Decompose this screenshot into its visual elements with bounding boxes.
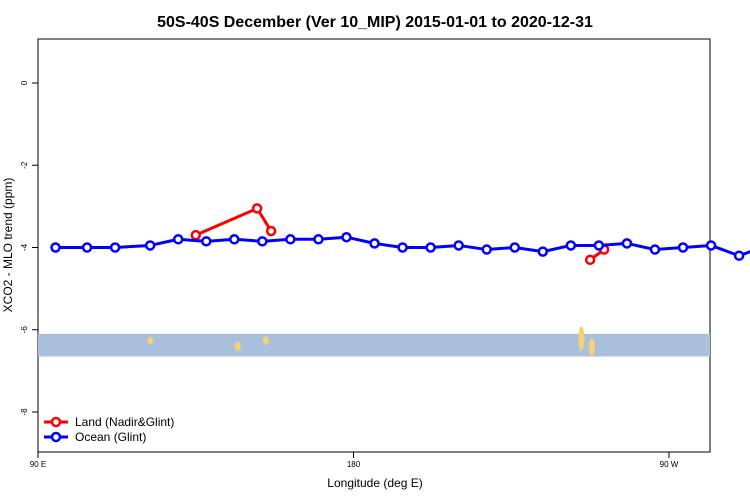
y-tick-label: 0 <box>20 80 29 85</box>
land-patch <box>588 338 595 357</box>
ocean-series-point <box>81 242 93 253</box>
land-patch <box>578 326 585 351</box>
ocean-series-point <box>144 240 156 251</box>
series-layer <box>50 203 750 266</box>
land-series-point <box>190 229 201 241</box>
land-patch <box>147 336 154 345</box>
ocean-series-point <box>621 238 633 249</box>
land-patch <box>234 341 241 352</box>
ocean-series-point <box>705 240 717 251</box>
x-axis-label: Longitude (deg E) <box>327 476 422 490</box>
ocean-series-point <box>425 242 436 253</box>
y-tick-label: -2 <box>20 161 29 169</box>
ocean-series-point <box>172 234 184 245</box>
ocean-series-point <box>509 242 521 253</box>
land-series-point <box>584 254 596 266</box>
y-tick-label: -6 <box>20 326 29 334</box>
land-series-point <box>251 203 263 214</box>
y-axis: 0 -2 -4 -6 -8 <box>20 80 38 416</box>
ocean-series-point <box>565 240 577 251</box>
land-series-point <box>265 225 277 237</box>
x-tick-label: 90 E <box>30 460 46 469</box>
y-tick-label: -8 <box>20 408 29 416</box>
ocean-series-point <box>397 242 408 253</box>
ocean-series-point <box>537 246 549 257</box>
ocean-series-point <box>481 244 492 255</box>
legend-ocean-marker <box>50 431 62 443</box>
ocean-series <box>50 231 750 261</box>
ocean-series-point <box>677 242 689 253</box>
x-axis: 90 E 180 90 W <box>30 452 679 469</box>
y-axis-label: XCO2 - MLO trend (ppm) <box>1 178 15 313</box>
ocean-series-point <box>593 240 605 251</box>
ocean-series-point <box>229 234 240 245</box>
x-tick-label: 180 <box>347 460 361 469</box>
ocean-band <box>38 333 710 357</box>
ocean-series-point <box>341 231 352 243</box>
ocean-series-point <box>453 240 464 251</box>
legend: Land (Nadir&Glint) Ocean (Glint) <box>44 415 174 444</box>
ocean-series-point <box>369 238 380 249</box>
land-series <box>190 203 277 241</box>
legend-land-label: Land (Nadir&Glint) <box>75 415 174 429</box>
legend-land-marker <box>50 416 62 428</box>
land-ocean-band <box>38 326 710 357</box>
land-patch <box>262 336 269 345</box>
ocean-series-point <box>313 234 324 245</box>
ocean-series-point <box>733 250 745 261</box>
ocean-series-point <box>109 242 121 253</box>
ocean-series-point <box>257 236 268 247</box>
y-tick-label: -4 <box>20 243 29 251</box>
ocean-series-point <box>50 242 61 253</box>
x-tick-label: 90 W <box>660 460 679 469</box>
ocean-series-point <box>201 236 212 247</box>
legend-ocean-label: Ocean (Glint) <box>75 430 146 444</box>
chart-title: 50S-40S December (Ver 10_MIP) 2015-01-01… <box>157 14 593 31</box>
ocean-series-point <box>285 234 296 245</box>
ocean-series-point <box>649 244 661 255</box>
